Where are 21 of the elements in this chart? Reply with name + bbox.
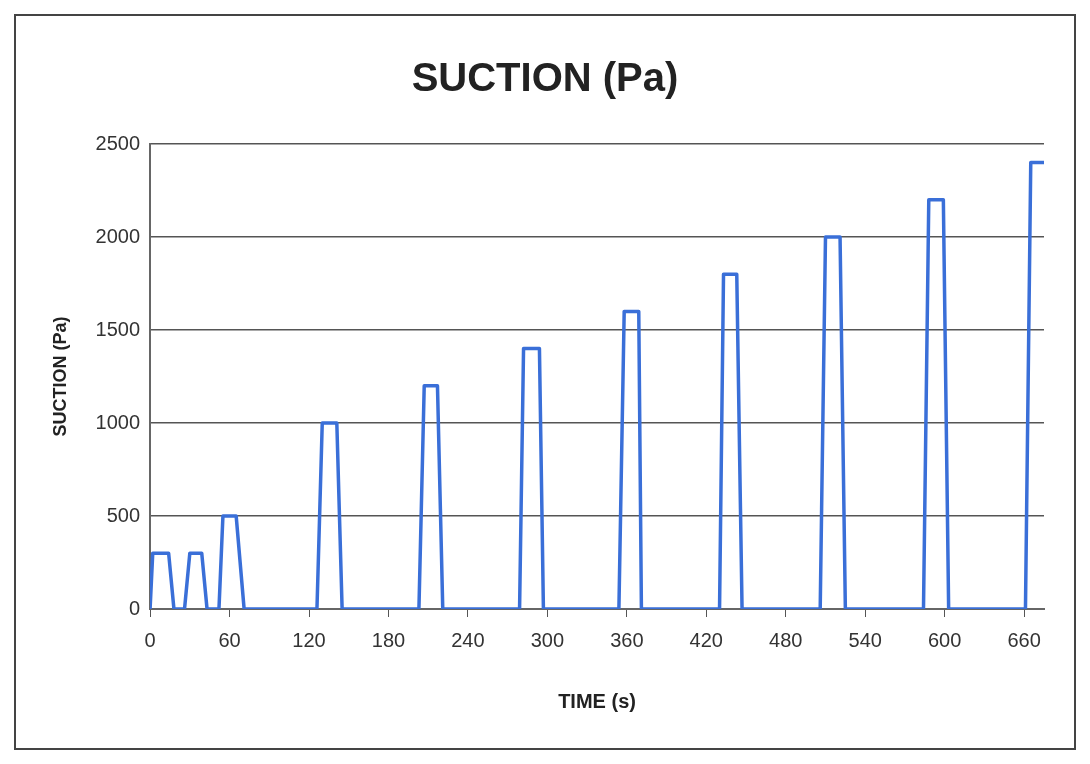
x-tick-label: 420: [689, 628, 723, 651]
y-tick-label: 1000: [95, 410, 141, 433]
x-tick-label: 360: [610, 628, 644, 651]
x-tick-label: 600: [927, 628, 962, 651]
y-tick-label: 1500: [95, 317, 141, 340]
y-tick-label: 2000: [95, 224, 141, 247]
x-tick-label: 240: [451, 628, 485, 651]
y-tick-label: 2500: [95, 131, 141, 154]
x-tick-label: 300: [530, 628, 565, 651]
y-tick-label: 0: [128, 596, 141, 619]
x-tick-label: 480: [769, 628, 803, 651]
x-tick-label: 0: [144, 628, 156, 651]
x-tick-label: 120: [292, 628, 326, 651]
y-tick-label: 500: [106, 503, 141, 526]
x-tick-label: 660: [1007, 628, 1041, 651]
x-tick-label: 60: [218, 628, 241, 651]
y-axis-title: SUCTION (Pa): [49, 316, 70, 437]
x-tick-label: 180: [371, 628, 406, 651]
chart-title: SUCTION (Pa): [411, 55, 679, 100]
x-tick-label: 540: [848, 628, 882, 651]
x-axis-title: TIME (s): [558, 689, 636, 712]
